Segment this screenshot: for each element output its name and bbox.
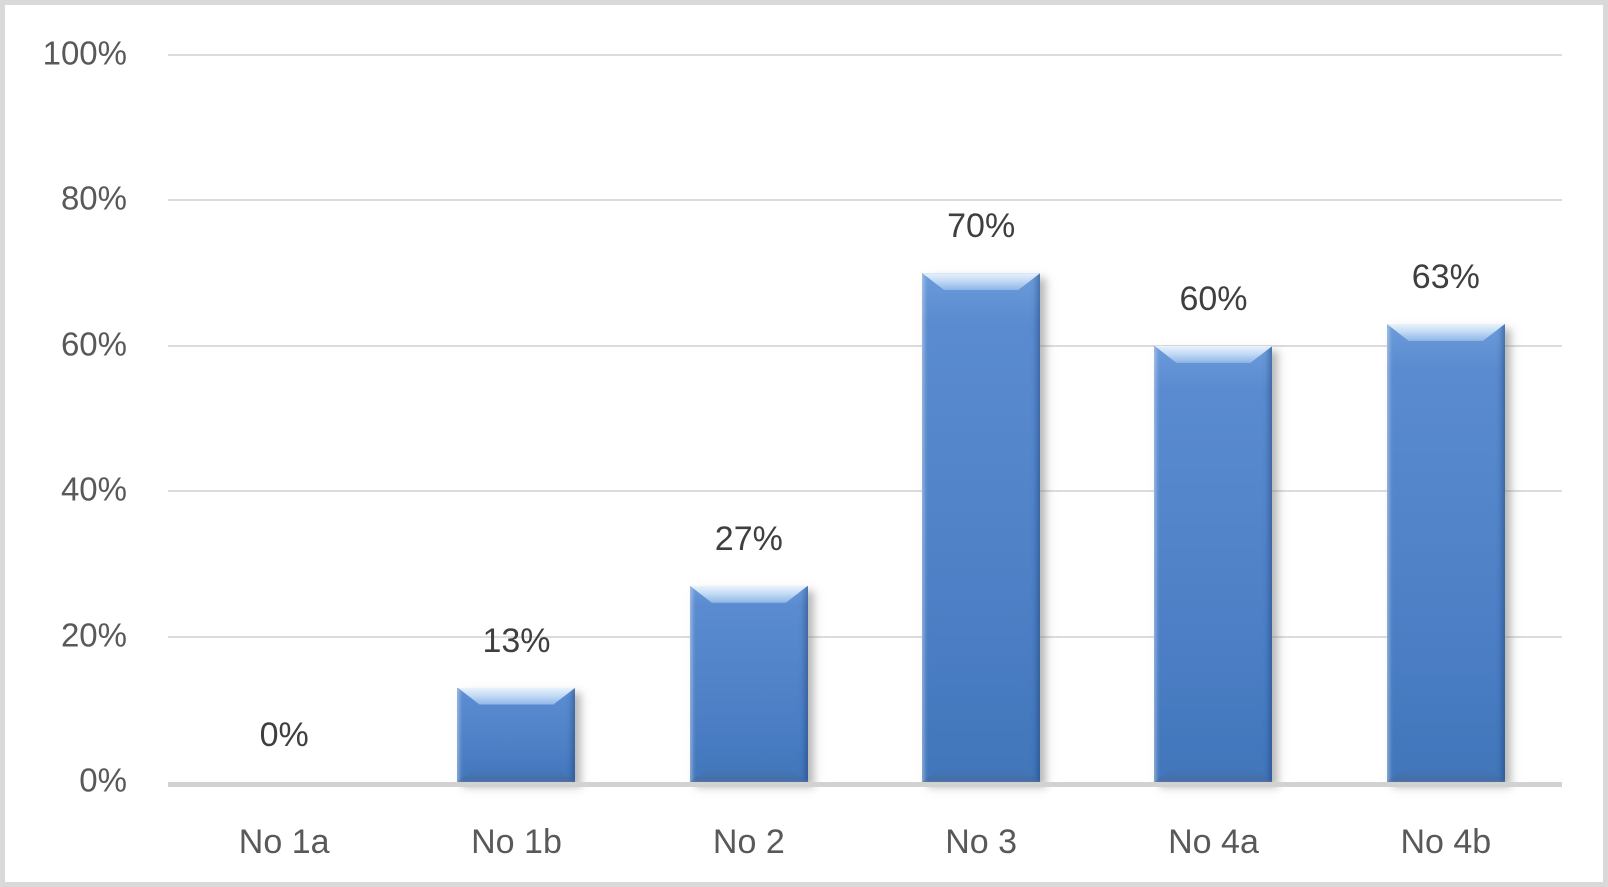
bar-data-label: 63% xyxy=(1411,258,1480,296)
x-category-label: No 4a xyxy=(1168,823,1259,861)
bar xyxy=(1386,324,1505,782)
x-axis-line xyxy=(168,782,1562,787)
y-tick-label: 60% xyxy=(60,325,127,363)
y-tick-label: 80% xyxy=(60,179,127,217)
bar xyxy=(689,585,808,782)
bar-data-label: 27% xyxy=(714,519,783,558)
category-slot: 13% No 1b xyxy=(400,55,632,861)
category-slot: 27% No 2 xyxy=(633,55,865,861)
category-slot: 0% No 1a xyxy=(168,55,400,861)
gridline xyxy=(168,344,1562,347)
x-category-label: No 1a xyxy=(238,823,330,861)
bar-data-label: 70% xyxy=(947,207,1016,246)
bar xyxy=(922,273,1041,782)
x-category-label: No 1b xyxy=(471,823,562,861)
bar-data-label: 0% xyxy=(259,716,309,754)
x-category-label: No 2 xyxy=(712,823,785,861)
y-tick-label: 40% xyxy=(60,470,127,508)
category-slot: 60% No 4a xyxy=(1097,55,1329,861)
x-category-label: No 4b xyxy=(1400,823,1492,861)
y-tick-label: 0% xyxy=(79,761,127,799)
y-tick-label: 20% xyxy=(60,616,127,654)
plot-area: 0% No 1a 13% No 1b 27% No 2 70% No 3 60% No 4a 63%… xyxy=(168,54,1562,861)
bar xyxy=(457,687,576,782)
x-category-label: No 3 xyxy=(945,823,1018,861)
category-slot: 70% No 3 xyxy=(865,55,1097,861)
gridline xyxy=(168,490,1562,493)
bar-data-label: 60% xyxy=(1179,279,1248,318)
gridline xyxy=(168,54,1562,56)
y-tick-label: 100% xyxy=(42,34,127,72)
bar-data-label: 13% xyxy=(482,621,551,660)
category-slot: 63% No 4b xyxy=(1330,55,1562,861)
gridline xyxy=(168,635,1562,638)
bar xyxy=(1154,345,1273,782)
gridline xyxy=(168,199,1562,202)
